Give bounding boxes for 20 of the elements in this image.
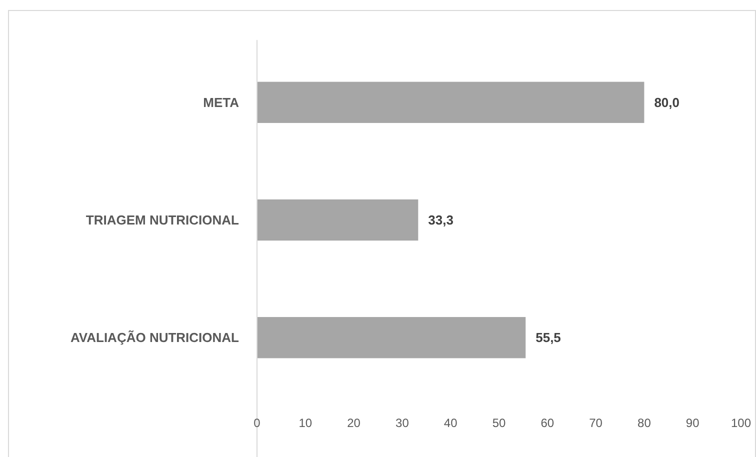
x-tick-label: 40 — [444, 416, 458, 430]
x-tick-label: 100 — [730, 416, 752, 430]
x-tick-label: 30 — [396, 416, 410, 430]
x-tick-label: 70 — [589, 416, 603, 430]
data-label: 33,3 — [428, 212, 454, 228]
y-tick-label: AVALIAÇÃO NUTRICIONAL — [70, 330, 240, 346]
x-tick-label: 90 — [686, 416, 700, 430]
x-tick-label: 10 — [298, 416, 312, 430]
x-tick-label: 60 — [540, 416, 554, 430]
bar — [257, 82, 644, 123]
y-tick-label: META — [203, 94, 240, 110]
x-tick-label: 0 — [254, 416, 261, 430]
x-tick-label: 20 — [347, 416, 361, 430]
y-tick-label: TRIAGEM NUTRICIONAL — [86, 212, 240, 228]
x-tick-label: 80 — [638, 416, 652, 430]
bar — [257, 199, 418, 241]
bar — [257, 317, 526, 358]
x-tick-label: 50 — [492, 416, 506, 430]
data-label: 80,0 — [654, 94, 680, 110]
data-label: 55,5 — [536, 330, 561, 346]
